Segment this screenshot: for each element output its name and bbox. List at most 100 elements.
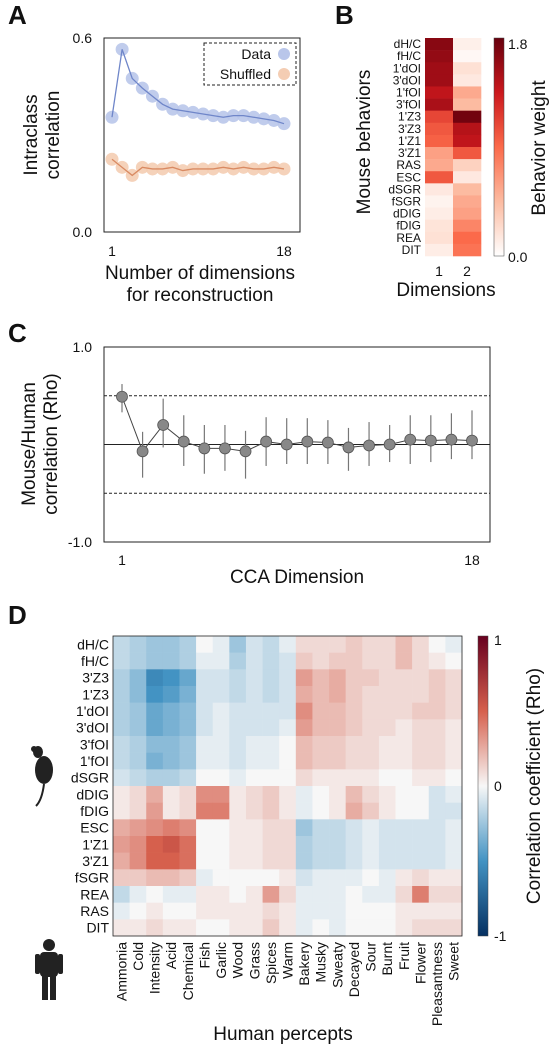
panel-d-cell bbox=[428, 736, 446, 753]
panel-d-cell bbox=[162, 702, 180, 720]
panel-d-cell bbox=[412, 919, 430, 937]
panel-d-cell bbox=[262, 636, 280, 653]
panel-d-cell bbox=[345, 736, 363, 753]
panel-d-cell bbox=[262, 686, 280, 703]
panel-d-cell bbox=[279, 802, 297, 820]
panel-d-row-label: dSGR bbox=[71, 770, 109, 786]
panel-b-cell bbox=[425, 195, 454, 208]
panel-d-cell bbox=[395, 752, 413, 770]
panel-d-cell bbox=[345, 919, 363, 937]
panel-b-cell bbox=[425, 183, 454, 196]
panel-d-cell bbox=[245, 652, 263, 670]
panel-d-cell bbox=[113, 702, 130, 720]
panel-d-cell bbox=[113, 652, 130, 670]
panel-b-cell bbox=[453, 50, 482, 63]
panel-d-row-label: RAS bbox=[80, 903, 109, 919]
panel-d-cell bbox=[196, 836, 214, 853]
panel-d-cell bbox=[212, 836, 230, 853]
panel-d-cell bbox=[162, 886, 180, 903]
panel-d-col-label: Decayed bbox=[346, 942, 362, 997]
panel-d-cell bbox=[162, 902, 180, 920]
panel-d-cell bbox=[329, 836, 346, 853]
panel-d-cell bbox=[395, 902, 413, 920]
panel-d-cell bbox=[412, 669, 430, 687]
panel-d-row-label: REA bbox=[80, 886, 109, 902]
panel-b-cell bbox=[425, 207, 454, 220]
panel-d-col-label: Acid bbox=[163, 942, 179, 969]
panel-d-cell bbox=[179, 836, 197, 853]
panel-d-cell bbox=[129, 636, 147, 653]
panel-d-cell bbox=[329, 686, 346, 703]
panel-d-cell bbox=[295, 652, 313, 670]
panel-d-row-label: dDIG bbox=[76, 786, 109, 802]
panel-d-cell bbox=[146, 802, 164, 820]
panel-d-cell bbox=[378, 802, 396, 820]
panel-d-cell bbox=[378, 836, 396, 853]
panel-d-cell bbox=[212, 769, 230, 787]
panel-c-point bbox=[424, 434, 437, 447]
panel-d-row-label: 1'dOI bbox=[76, 703, 109, 719]
panel-d-cell bbox=[162, 752, 180, 770]
panel-b-cell bbox=[453, 122, 482, 136]
panel-d-cell bbox=[245, 886, 263, 903]
panel-b-xlabel: Dimensions bbox=[396, 280, 495, 301]
panel-d-cell bbox=[196, 636, 214, 653]
panel-b-cell bbox=[453, 74, 482, 87]
panel-d-cell bbox=[378, 652, 396, 670]
panel-d-cell bbox=[312, 819, 330, 837]
panel-d-cell bbox=[262, 719, 280, 737]
panel-d-cell bbox=[196, 869, 214, 887]
panel-d-cell bbox=[312, 719, 330, 737]
panel-d-cell bbox=[146, 836, 164, 853]
panel-d-cell bbox=[412, 786, 430, 803]
panel-d-cell bbox=[345, 719, 363, 737]
panel-b-cell bbox=[453, 207, 482, 220]
panel-c-point bbox=[219, 442, 231, 455]
panel-d-xlabel: Human percepts bbox=[213, 1024, 352, 1045]
panel-d-cell bbox=[146, 902, 164, 920]
panel-d-cell bbox=[162, 736, 180, 753]
panel-d-cell bbox=[196, 652, 214, 670]
panel-d-cell bbox=[162, 636, 180, 653]
panel-b-row-label: REA bbox=[396, 231, 421, 245]
panel-d-cell bbox=[179, 736, 197, 753]
panel-d-cell bbox=[245, 636, 263, 653]
panel-b-cell bbox=[453, 62, 482, 75]
panel-d-cell bbox=[428, 902, 446, 920]
panel-d-cell bbox=[196, 752, 214, 770]
panel-d-cell bbox=[445, 886, 463, 903]
panel-d-cell bbox=[395, 836, 413, 853]
panel-d-cell bbox=[245, 686, 263, 703]
panel-d-cell bbox=[295, 802, 313, 820]
panel-d-cell bbox=[262, 702, 280, 720]
panel-d-cell bbox=[312, 786, 330, 803]
panel-d-cell bbox=[212, 886, 230, 903]
panel-b-cell bbox=[425, 86, 454, 99]
panel-d-cell bbox=[229, 786, 247, 803]
panel-d-cell bbox=[428, 869, 446, 887]
panel-b-row-label: DIT bbox=[402, 243, 422, 257]
panel-b-cell bbox=[453, 219, 482, 233]
panel-b-cell bbox=[425, 219, 454, 233]
panel-d-cell bbox=[179, 769, 197, 787]
panel-d-cell bbox=[146, 736, 164, 753]
panel-b-cell bbox=[425, 110, 454, 124]
panel-d-cell bbox=[179, 869, 197, 887]
panel-d-cell bbox=[395, 819, 413, 837]
panel-d-cell bbox=[162, 852, 180, 870]
panel-d-cell bbox=[196, 736, 214, 753]
panel-d-cell bbox=[129, 919, 147, 937]
panel-d-cell bbox=[395, 919, 413, 937]
panel-d-cell bbox=[412, 886, 430, 903]
panel-d-cell bbox=[445, 752, 463, 770]
panel-d-cell bbox=[146, 702, 164, 720]
panel-d-cell bbox=[162, 652, 180, 670]
panel-c-point bbox=[342, 441, 355, 454]
panel-d-cell bbox=[245, 852, 263, 870]
panel-d-cell bbox=[295, 852, 313, 870]
panel-d-cell bbox=[395, 786, 413, 803]
panel-d-cell bbox=[212, 819, 230, 837]
panel-b-row-label: fSGR bbox=[392, 195, 422, 209]
panel-d-cell bbox=[395, 702, 413, 720]
panel-d-cell bbox=[412, 636, 430, 653]
